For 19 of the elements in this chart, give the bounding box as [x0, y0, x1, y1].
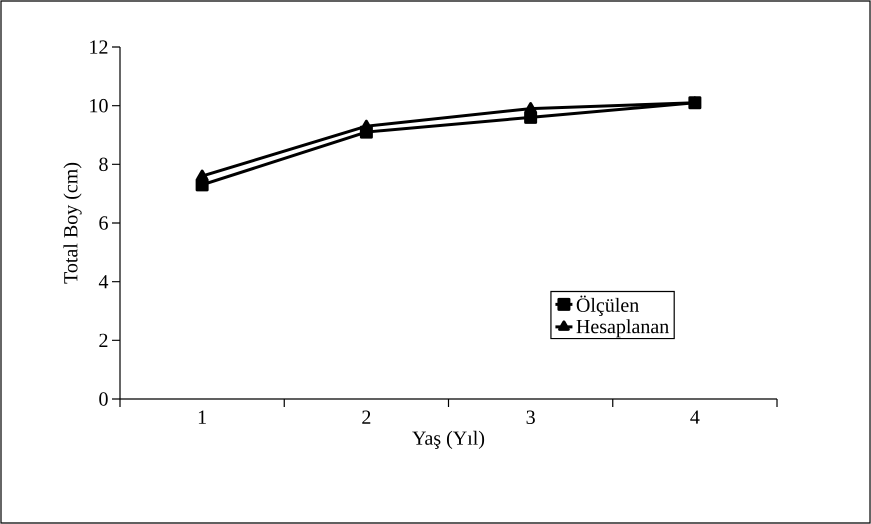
point — [196, 170, 208, 180]
y-tick-label: 8 — [99, 158, 108, 172]
x-tick-label: 1 — [198, 410, 206, 424]
y-tick-label: 0 — [99, 392, 108, 406]
y-tick-label: 4 — [98, 275, 108, 288]
x-tick-label: 2 — [362, 410, 370, 424]
point — [524, 102, 536, 113]
legend-label: Ölçülen — [576, 296, 639, 316]
x-tick-label: 3 — [526, 410, 535, 424]
legend-label: Hesaplanan — [576, 319, 669, 338]
y-tick-label: 12 — [90, 40, 108, 54]
point — [524, 110, 538, 124]
x-tick-label: 4 — [690, 410, 700, 424]
y-tick-label: 10 — [90, 98, 108, 112]
point — [196, 178, 209, 192]
y-tick-label: 2 — [99, 334, 108, 347]
y-axis-title: Total Boy (cm) — [63, 162, 82, 284]
y-tick-label: 6 — [99, 216, 108, 230]
x-axis-title: Yaş (Yıl) — [412, 430, 484, 449]
